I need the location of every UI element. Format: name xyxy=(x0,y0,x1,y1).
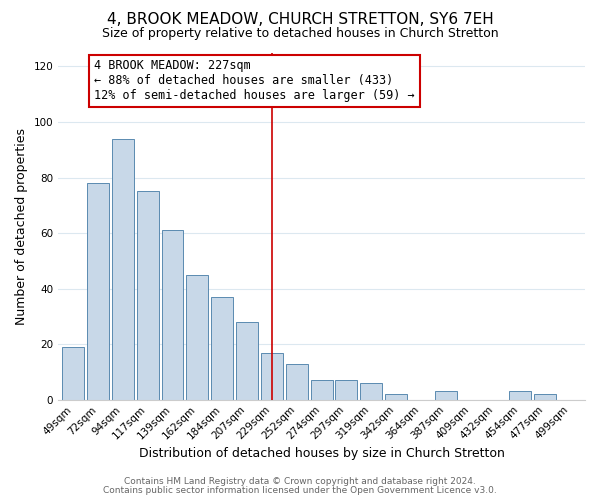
Bar xyxy=(335,380,358,400)
Bar xyxy=(211,297,233,400)
X-axis label: Distribution of detached houses by size in Church Stretton: Distribution of detached houses by size … xyxy=(139,447,505,460)
Bar xyxy=(385,394,407,400)
Bar xyxy=(87,183,109,400)
Bar xyxy=(311,380,332,400)
Bar xyxy=(236,322,258,400)
Bar xyxy=(187,274,208,400)
Y-axis label: Number of detached properties: Number of detached properties xyxy=(15,128,28,324)
Text: 4 BROOK MEADOW: 227sqm
← 88% of detached houses are smaller (433)
12% of semi-de: 4 BROOK MEADOW: 227sqm ← 88% of detached… xyxy=(94,60,415,102)
Bar xyxy=(161,230,184,400)
Bar xyxy=(286,364,308,400)
Bar xyxy=(509,392,532,400)
Text: 4, BROOK MEADOW, CHURCH STRETTON, SY6 7EH: 4, BROOK MEADOW, CHURCH STRETTON, SY6 7E… xyxy=(107,12,493,28)
Text: Contains public sector information licensed under the Open Government Licence v3: Contains public sector information licen… xyxy=(103,486,497,495)
Bar xyxy=(361,383,382,400)
Bar xyxy=(137,192,158,400)
Text: Contains HM Land Registry data © Crown copyright and database right 2024.: Contains HM Land Registry data © Crown c… xyxy=(124,477,476,486)
Bar xyxy=(261,352,283,400)
Bar xyxy=(112,138,134,400)
Bar xyxy=(435,392,457,400)
Bar xyxy=(62,347,84,400)
Bar xyxy=(535,394,556,400)
Text: Size of property relative to detached houses in Church Stretton: Size of property relative to detached ho… xyxy=(101,28,499,40)
